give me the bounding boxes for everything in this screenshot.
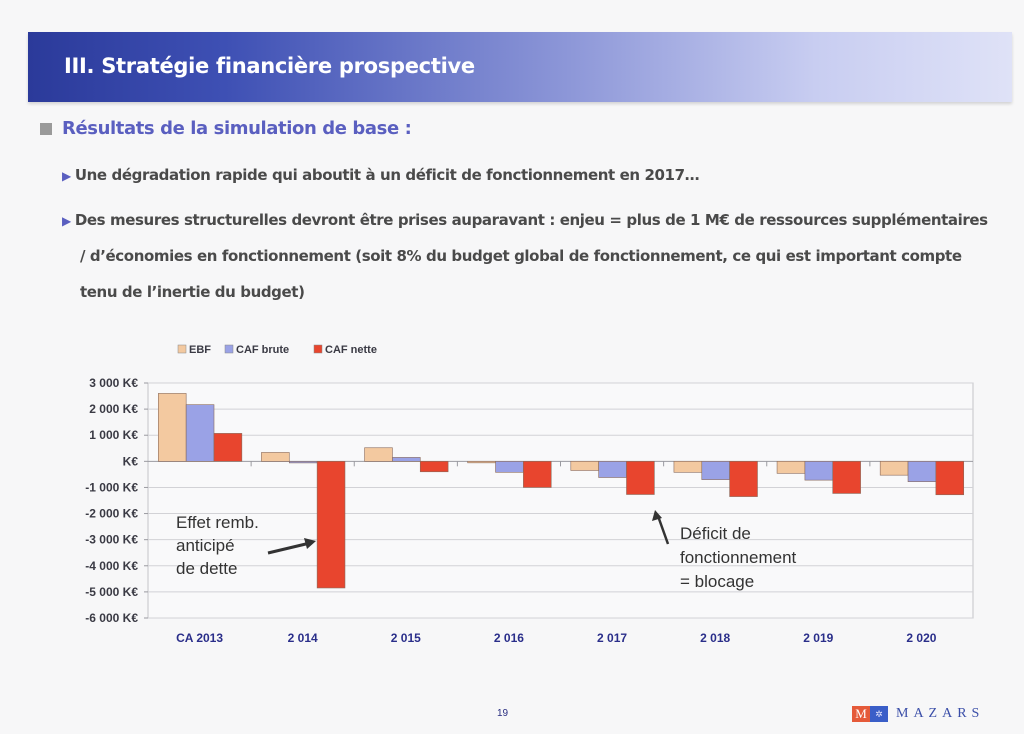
bullet-item: ▶ Des mesures structurelles devront être … — [62, 201, 988, 240]
section-heading: Résultats de la simulation de base : — [40, 118, 412, 139]
bar-caf-nette — [729, 461, 758, 497]
logo-mark: M — [852, 706, 870, 722]
bullet-text: Des mesures structurelles devront être p… — [74, 211, 988, 229]
section-title: Résultats de la simulation de base : — [62, 118, 412, 139]
arrow-line — [267, 541, 311, 555]
legend-label: EBF — [189, 344, 211, 356]
bar-caf-brute — [804, 461, 834, 481]
y-tick-label: -6 000 K€ — [85, 611, 138, 625]
arrow-line — [656, 515, 670, 545]
bar-caf-brute — [701, 461, 730, 480]
y-tick-label: -1 000 K€ — [85, 480, 138, 494]
bullet-text: Une dégradation rapide qui aboutit à un … — [74, 166, 700, 184]
bar-ebf — [570, 461, 599, 471]
annotation-text: Effet remb. — [176, 513, 259, 532]
bullet-continuation: tenu de l’inertie du budget) — [80, 283, 305, 301]
x-tick-label: CA 2013 — [176, 631, 223, 645]
bar-caf-nette — [626, 461, 655, 495]
y-tick-label: 2 000 K€ — [89, 402, 138, 416]
y-tick-label: K€ — [123, 454, 139, 468]
legend-swatch — [177, 344, 187, 354]
title-banner: III. Stratégie financière prospective — [28, 32, 1012, 102]
bar-caf-brute — [495, 461, 524, 473]
x-tick-label: 2 018 — [700, 631, 730, 645]
bar-caf-nette — [213, 433, 243, 462]
bar-caf-nette — [832, 461, 861, 494]
bar-ebf — [776, 461, 806, 474]
logo-text: MAZARS — [896, 706, 985, 721]
page-number: 19 — [497, 708, 509, 719]
bar-caf-brute — [598, 461, 627, 478]
bar-caf-nette — [316, 461, 346, 589]
logo-stars-icon: ✲ — [870, 706, 888, 722]
bar-caf-brute — [185, 404, 215, 462]
bar-ebf — [673, 461, 703, 473]
x-tick-label: 2 019 — [803, 631, 833, 645]
y-tick-label: -4 000 K€ — [85, 559, 138, 573]
bar-ebf — [879, 461, 909, 476]
y-tick-label: -5 000 K€ — [85, 585, 138, 599]
annotation-text: de dette — [176, 559, 237, 578]
bar-caf-brute — [288, 461, 318, 464]
legend-label: CAF brute — [236, 344, 289, 356]
arrow-head-icon — [652, 510, 662, 521]
legend-swatch — [224, 344, 234, 354]
bullet-item: ▶ Une dégradation rapide qui aboutit à un… — [62, 156, 700, 195]
y-tick-label: -2 000 K€ — [85, 507, 138, 521]
square-bullet-icon — [40, 122, 52, 135]
slide-title: III. Stratégie financière prospective — [64, 54, 475, 78]
x-tick-label: 2 015 — [391, 631, 421, 645]
mazars-logo: M ✲ MAZARS — [852, 706, 984, 722]
bar-caf-nette — [523, 461, 552, 488]
x-tick-label: 2 016 — [494, 631, 524, 645]
triangle-right-icon: ▶ — [62, 169, 71, 183]
x-tick-label: 2 020 — [906, 631, 936, 645]
annotation-text: fonctionnement — [680, 548, 797, 567]
bar-ebf — [158, 393, 187, 462]
annotation-text: anticipé — [176, 536, 235, 555]
bar-ebf — [261, 452, 290, 462]
bar-ebf — [467, 461, 496, 464]
y-tick-label: 3 000 K€ — [89, 376, 138, 390]
bar-ebf — [364, 447, 393, 462]
legend-swatch — [313, 344, 323, 354]
legend-label: CAF nette — [325, 344, 377, 356]
arrow-head-icon — [304, 538, 316, 549]
y-tick-label: 1 000 K€ — [89, 428, 138, 442]
y-tick-label: -3 000 K€ — [85, 533, 138, 547]
bullet-continuation: / d’économies en fonctionnement (soit 8%… — [80, 247, 962, 265]
plot-area — [147, 382, 974, 619]
x-tick-label: 2 017 — [597, 631, 627, 645]
annotation-text: = blocage — [680, 572, 754, 591]
triangle-right-icon: ▶ — [62, 214, 71, 228]
bar-caf-brute — [392, 457, 421, 462]
bar-caf-nette — [935, 461, 965, 496]
bar-caf-brute — [907, 461, 937, 483]
annotation-text: Déficit de — [680, 524, 751, 543]
bar-caf-nette — [419, 461, 449, 473]
x-tick-label: 2 014 — [288, 631, 318, 645]
